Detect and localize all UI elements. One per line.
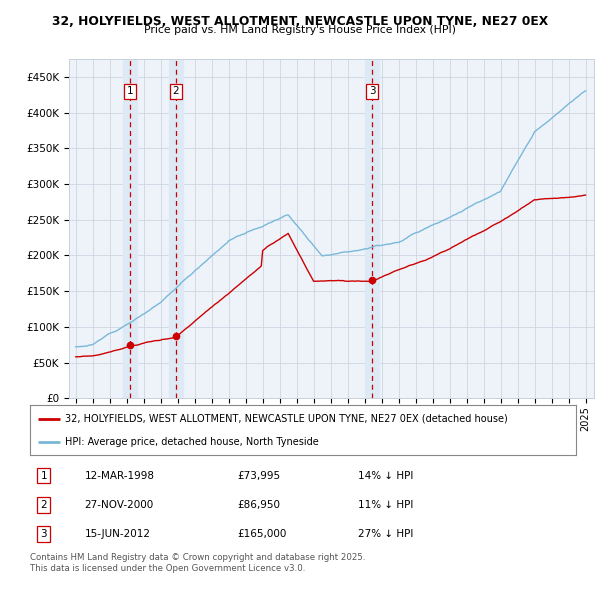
Text: 15-JUN-2012: 15-JUN-2012 bbox=[85, 529, 151, 539]
Text: 27-NOV-2000: 27-NOV-2000 bbox=[85, 500, 154, 510]
Text: 12-MAR-1998: 12-MAR-1998 bbox=[85, 471, 155, 480]
Text: HPI: Average price, detached house, North Tyneside: HPI: Average price, detached house, Nort… bbox=[65, 437, 319, 447]
Text: 11% ↓ HPI: 11% ↓ HPI bbox=[358, 500, 413, 510]
Bar bbox=[365, 59, 379, 398]
Text: Contains HM Land Registry data © Crown copyright and database right 2025.
This d: Contains HM Land Registry data © Crown c… bbox=[30, 553, 365, 573]
Bar bbox=[123, 59, 137, 398]
Text: 32, HOLYFIELDS, WEST ALLOTMENT, NEWCASTLE UPON TYNE, NE27 0EX (detached house): 32, HOLYFIELDS, WEST ALLOTMENT, NEWCASTL… bbox=[65, 414, 508, 424]
Text: 1: 1 bbox=[40, 471, 47, 480]
Text: £86,950: £86,950 bbox=[238, 500, 280, 510]
Text: 3: 3 bbox=[369, 86, 376, 96]
Text: 3: 3 bbox=[40, 529, 47, 539]
Text: £73,995: £73,995 bbox=[238, 471, 281, 480]
Text: 2: 2 bbox=[173, 86, 179, 96]
Text: 32, HOLYFIELDS, WEST ALLOTMENT, NEWCASTLE UPON TYNE, NE27 0EX: 32, HOLYFIELDS, WEST ALLOTMENT, NEWCASTL… bbox=[52, 15, 548, 28]
Text: £165,000: £165,000 bbox=[238, 529, 287, 539]
Text: 14% ↓ HPI: 14% ↓ HPI bbox=[358, 471, 413, 480]
Text: 2: 2 bbox=[40, 500, 47, 510]
Bar bbox=[169, 59, 183, 398]
Text: Price paid vs. HM Land Registry's House Price Index (HPI): Price paid vs. HM Land Registry's House … bbox=[144, 25, 456, 35]
Text: 1: 1 bbox=[127, 86, 133, 96]
Text: 27% ↓ HPI: 27% ↓ HPI bbox=[358, 529, 413, 539]
